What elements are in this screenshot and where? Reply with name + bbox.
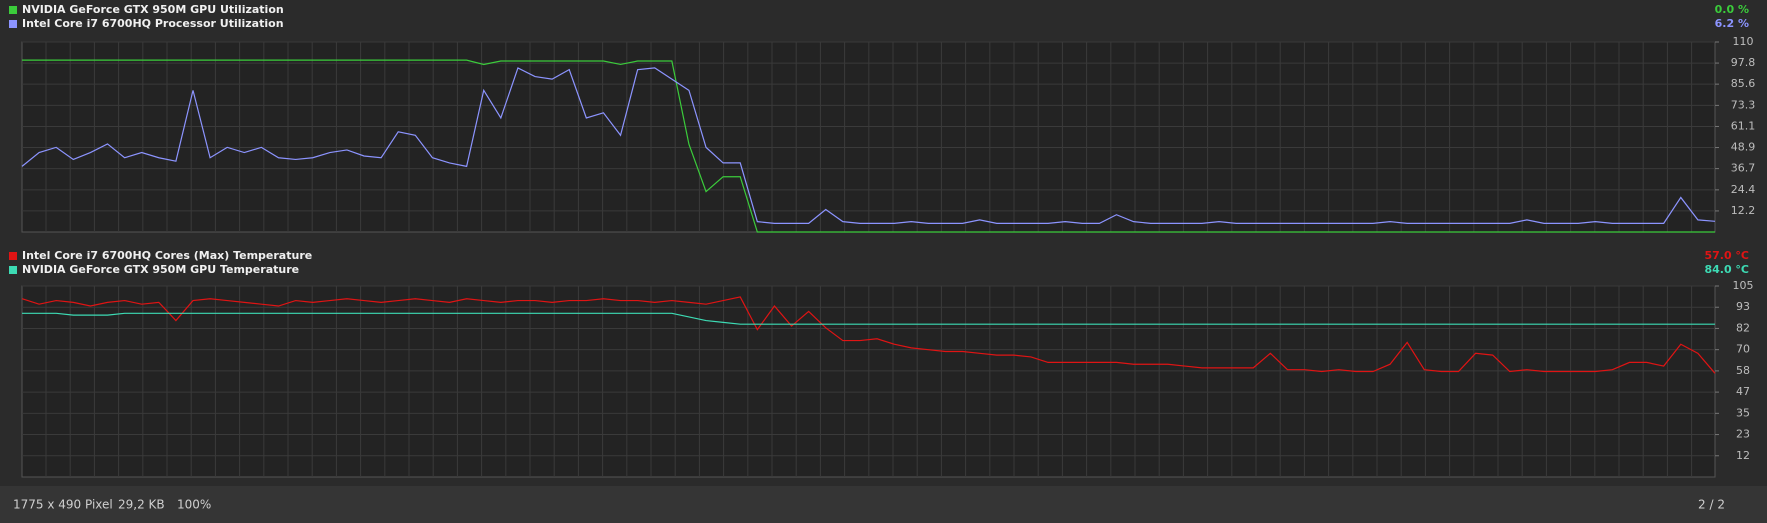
status-bar	[0, 486, 1767, 523]
y-tick-label: 93	[1736, 300, 1750, 313]
y-tick-label: 47	[1736, 385, 1750, 398]
status-size: 29,2 KB	[118, 498, 165, 512]
current-reading: 0.0 %	[1715, 3, 1749, 16]
status-dimensions: 1775 x 490 Pixel	[13, 498, 113, 512]
current-reading: 57.0 °C	[1704, 249, 1749, 262]
y-tick-label: 36.7	[1731, 162, 1756, 175]
legend-label: Intel Core i7 6700HQ Cores (Max) Tempera…	[22, 249, 312, 262]
status-zoom: 100%	[177, 498, 211, 512]
y-tick-label: 58	[1736, 364, 1750, 377]
current-reading: 84.0 °C	[1704, 263, 1749, 276]
y-tick-label: 73.3	[1731, 98, 1756, 111]
series-line	[22, 312, 1715, 325]
legend-swatch	[9, 252, 17, 260]
y-tick-label: 12	[1736, 449, 1750, 462]
series-line	[21, 67, 1716, 224]
current-reading: 6.2 %	[1715, 17, 1749, 30]
series-line	[22, 59, 1715, 233]
legend-swatch	[9, 6, 17, 14]
y-tick-label: 48.9	[1731, 141, 1756, 154]
legend-label: NVIDIA GeForce GTX 950M GPU Utilization	[22, 3, 284, 16]
y-tick-label: 24.4	[1731, 183, 1756, 196]
y-tick-label: 105	[1733, 279, 1754, 292]
legend-label: Intel Core i7 6700HQ Processor Utilizati…	[22, 17, 284, 30]
y-tick-label: 82	[1736, 321, 1750, 334]
y-tick-label: 97.8	[1731, 56, 1756, 69]
series-line	[21, 296, 1716, 374]
y-tick-label: 85.6	[1731, 77, 1756, 90]
y-tick-label: 110	[1733, 35, 1754, 48]
legend-swatch	[9, 266, 17, 274]
legend-swatch	[9, 20, 17, 28]
legend-label: NVIDIA GeForce GTX 950M GPU Temperature	[22, 263, 299, 276]
y-tick-label: 61.1	[1731, 119, 1756, 132]
y-tick-label: 23	[1736, 428, 1750, 441]
status-page: 2 / 2	[1698, 498, 1725, 512]
y-tick-label: 35	[1736, 406, 1750, 419]
y-tick-label: 12.2	[1731, 204, 1756, 217]
y-tick-label: 70	[1736, 343, 1750, 356]
